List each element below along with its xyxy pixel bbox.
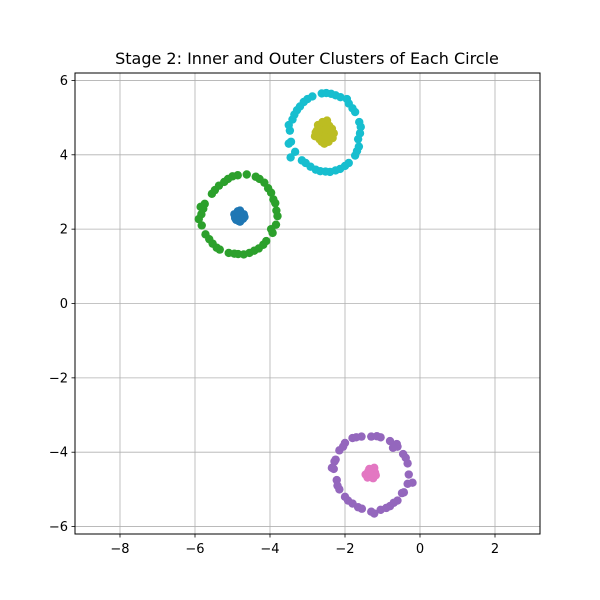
data-point-series-0 [234, 216, 243, 226]
data-point-series-1 [194, 214, 203, 224]
data-point-series-2 [322, 88, 331, 98]
data-point-series-2 [331, 166, 340, 175]
data-points [194, 88, 417, 518]
data-point-series-1 [196, 202, 205, 212]
y-tick-label: 6 [60, 74, 68, 89]
data-point-series-2 [352, 146, 362, 156]
data-point-series-2 [284, 120, 293, 130]
data-point-series-1 [210, 185, 220, 195]
data-point-series-2 [301, 158, 310, 168]
data-point-series-2 [311, 165, 320, 174]
data-point-series-4 [401, 453, 410, 462]
grid-lines [75, 73, 540, 534]
data-point-series-1 [255, 174, 264, 184]
data-point-series-4 [388, 443, 398, 452]
data-point-series-3 [324, 137, 333, 146]
data-point-series-1 [197, 221, 206, 230]
data-point-series-1 [228, 172, 237, 181]
chart-title: Stage 2: Inner and Outer Clusters of Eac… [115, 49, 499, 68]
y-tick-label: −6 [49, 520, 68, 535]
data-point-series-2 [295, 102, 305, 111]
data-point-series-4 [397, 488, 407, 498]
data-point-series-2 [356, 122, 365, 132]
data-point-series-3 [311, 128, 320, 137]
data-point-series-2 [340, 161, 350, 171]
data-point-series-4 [333, 481, 342, 490]
data-point-series-3 [318, 117, 327, 127]
data-point-series-2 [348, 104, 357, 113]
data-point-series-1 [269, 195, 278, 204]
data-point-series-3 [322, 125, 331, 134]
data-point-series-4 [327, 463, 337, 473]
data-point-series-1 [272, 206, 281, 215]
data-point-series-4 [408, 478, 417, 487]
data-point-series-4 [353, 503, 363, 512]
data-point-series-4 [330, 457, 339, 466]
data-point-series-4 [338, 442, 348, 451]
x-tick-label: 2 [491, 542, 499, 557]
data-point-series-4 [389, 498, 398, 507]
data-point-series-4 [372, 432, 382, 441]
data-point-series-5 [371, 471, 380, 480]
data-point-series-1 [212, 243, 221, 252]
data-point-series-2 [342, 94, 352, 104]
data-point-series-2 [284, 139, 293, 148]
data-point-series-4 [382, 503, 391, 513]
data-point-series-2 [303, 94, 312, 104]
data-point-series-1 [259, 240, 268, 249]
data-point-series-2 [331, 91, 340, 100]
y-tick-label: 2 [60, 223, 68, 238]
data-point-series-2 [290, 110, 299, 119]
data-point-series-2 [286, 153, 295, 162]
data-point-series-1 [230, 249, 239, 258]
data-point-series-4 [385, 436, 395, 446]
x-tick-label: 0 [416, 542, 424, 557]
data-point-series-4 [352, 433, 361, 442]
data-point-series-1 [242, 170, 251, 179]
data-point-series-1 [250, 246, 259, 255]
x-tick-label: −8 [110, 542, 129, 557]
data-point-series-1 [266, 224, 276, 234]
y-tick-label: 0 [60, 297, 68, 312]
data-point-series-1 [263, 184, 273, 193]
data-point-series-1 [205, 234, 214, 244]
x-tick-label: −2 [335, 542, 354, 557]
data-point-series-2 [290, 147, 300, 157]
axis-ticks: −8 −6 −4 −2 0 2 −6 −4 −2 0 2 4 6 [49, 74, 499, 557]
data-point-series-2 [353, 134, 363, 144]
y-tick-label: −2 [49, 371, 68, 386]
y-tick-label: −4 [49, 446, 68, 461]
data-point-series-2 [321, 167, 330, 176]
data-point-series-4 [404, 470, 413, 479]
data-point-series-1 [220, 177, 229, 187]
x-tick-label: −4 [260, 542, 279, 557]
y-tick-label: 4 [60, 148, 68, 163]
x-tick-label: −6 [185, 542, 204, 557]
data-point-series-5 [365, 469, 374, 478]
data-point-series-1 [239, 250, 248, 259]
data-point-series-4 [343, 496, 353, 505]
data-point-series-4 [370, 509, 379, 518]
